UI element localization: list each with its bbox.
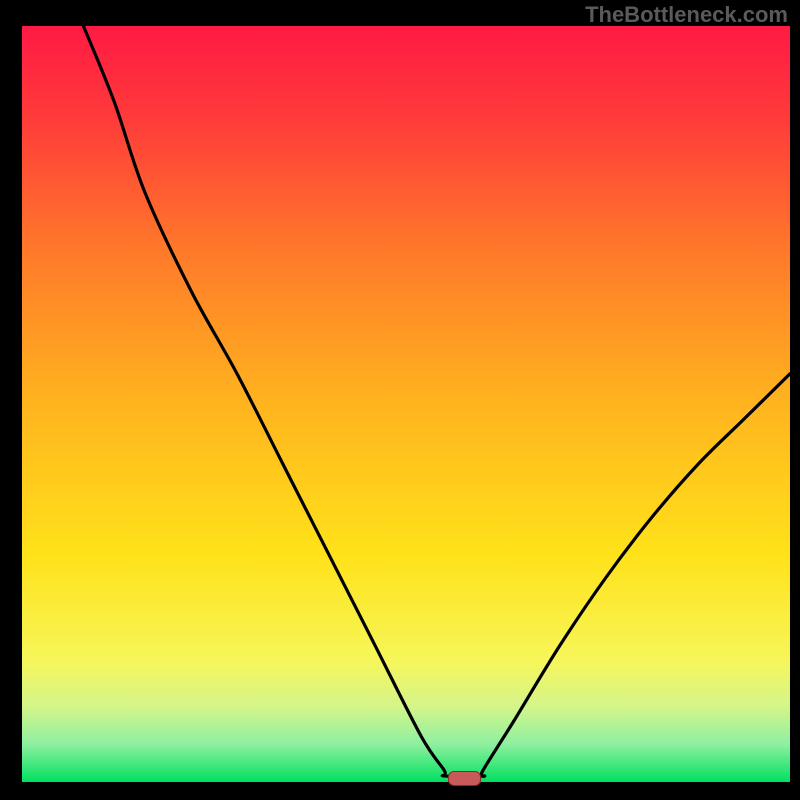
chart-container: TheBottleneck.com <box>0 0 800 800</box>
bottleneck-curve <box>22 26 790 782</box>
plot-area <box>22 26 790 782</box>
watermark-text: TheBottleneck.com <box>585 2 788 28</box>
optimal-point-marker <box>448 771 481 785</box>
